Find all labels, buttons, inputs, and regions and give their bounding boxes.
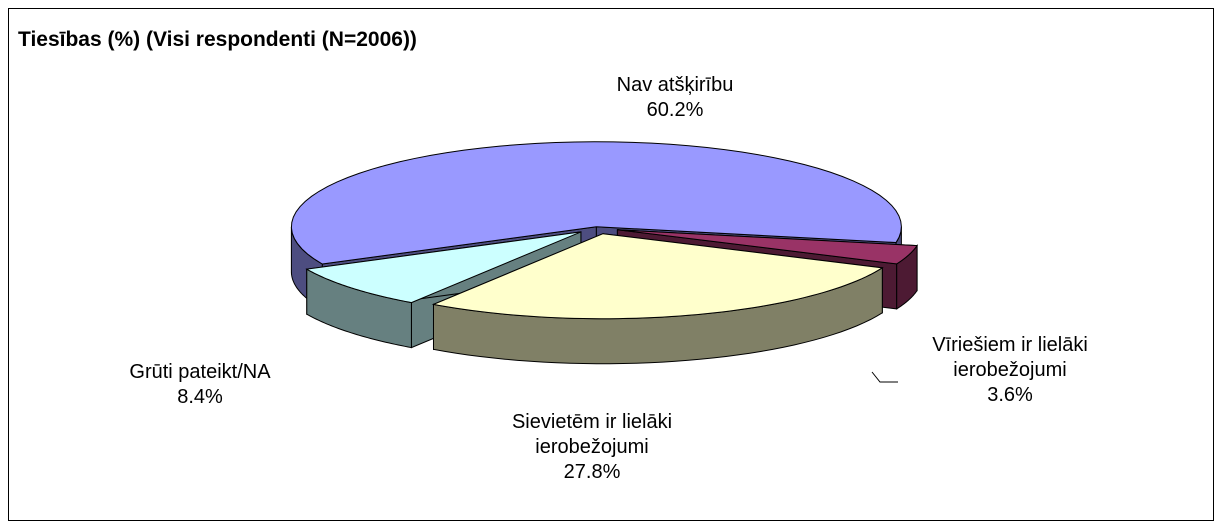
category-label: Nav atšķirību <box>616 74 734 96</box>
category-label: Sievietēm ir lielāki ierobežojumi <box>511 411 673 458</box>
value-label: 3.6% <box>987 384 1033 406</box>
data-label: Nav atšķirību 60.2% <box>525 73 825 123</box>
category-label: Vīriešiem ir lielāki ierobežojumi <box>932 334 1088 381</box>
slice-top <box>617 229 918 265</box>
slice-top <box>290 141 902 265</box>
value-label: 60.2% <box>646 99 704 121</box>
leader-line <box>871 371 898 383</box>
chart-title: Tiesības (%) (Visi respondenti (N=2006)) <box>18 28 417 51</box>
slice <box>431 232 884 365</box>
slice-top <box>305 231 582 304</box>
chart-frame <box>8 8 1214 521</box>
category-label: Grūti pateikt/NA <box>129 361 271 383</box>
data-label: Vīriešiem ir lielāki ierobežojumi 3.6% <box>890 333 1130 408</box>
data-label: Sievietēm ir lielāki ierobežojumi 27.8% <box>472 410 712 485</box>
value-label: 8.4% <box>177 386 223 408</box>
data-label: Grūti pateikt/NA 8.4% <box>70 360 330 410</box>
value-label: 27.8% <box>563 461 621 483</box>
slice-top <box>431 233 884 320</box>
